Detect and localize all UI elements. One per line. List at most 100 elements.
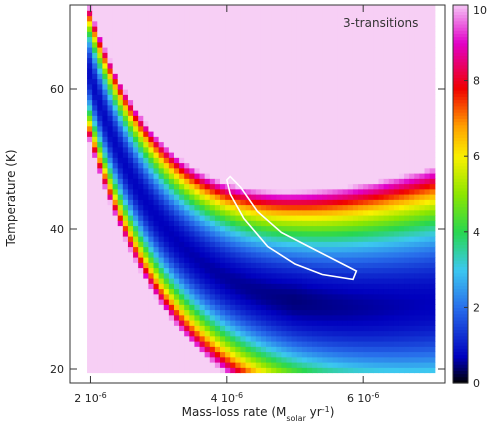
heatmap-cell [404, 209, 410, 216]
heatmap-cell [414, 257, 421, 263]
heatmap-cell [179, 188, 185, 195]
heatmap-cell [127, 220, 134, 227]
heatmap-cell [225, 78, 231, 85]
heatmap-cell [245, 341, 252, 347]
heatmap-cell [429, 320, 436, 326]
heatmap-cell [388, 26, 395, 32]
heatmap-cell [209, 162, 216, 169]
heatmap-cell [388, 304, 395, 311]
heatmap-cell [276, 41, 282, 48]
heatmap-cell [179, 351, 185, 358]
heatmap-cell [189, 183, 196, 190]
heatmap-cell [179, 152, 185, 158]
heatmap-cell [168, 188, 175, 195]
heatmap-cell [291, 47, 298, 53]
heatmap-cell [296, 62, 303, 69]
heatmap-cell [322, 299, 328, 305]
heatmap-cell [133, 330, 139, 337]
colorbar-segment [453, 137, 468, 142]
heatmap-cell [250, 341, 257, 347]
heatmap-cell [220, 267, 226, 274]
heatmap-cell [383, 267, 390, 274]
heatmap-cell [194, 83, 201, 90]
heatmap-cell [245, 146, 252, 153]
heatmap-cell [220, 52, 226, 59]
heatmap-cell [378, 304, 385, 311]
heatmap-cell [173, 131, 180, 137]
heatmap-cell [230, 194, 236, 200]
heatmap-cell [225, 41, 231, 48]
heatmap-cell [148, 115, 155, 122]
heatmap-cell [92, 257, 98, 263]
heatmap-cell [322, 110, 328, 116]
heatmap-cell [209, 146, 216, 153]
heatmap-cell [368, 110, 375, 116]
heatmap-cell [260, 173, 267, 179]
heatmap-cell [363, 10, 369, 17]
colorbar-segment [453, 348, 468, 353]
heatmap-cell [286, 236, 293, 242]
heatmap-cell [230, 209, 236, 216]
heatmap-cell [107, 335, 114, 342]
heatmap-cell [409, 152, 415, 158]
heatmap-cell [199, 141, 206, 148]
heatmap-cell [378, 31, 385, 38]
heatmap-cell [235, 246, 242, 253]
heatmap-cell [347, 157, 354, 164]
heatmap-cell [250, 356, 257, 363]
heatmap-cell [332, 78, 339, 85]
heatmap-cell [373, 367, 380, 374]
heatmap-cell [179, 241, 185, 248]
heatmap-cell [158, 204, 165, 211]
heatmap-cell [112, 183, 119, 190]
heatmap-cell [204, 278, 211, 284]
heatmap-cell [107, 162, 114, 169]
heatmap-cell [122, 220, 129, 227]
heatmap-cell [92, 325, 98, 332]
heatmap-cell [291, 162, 298, 169]
heatmap-cell [271, 356, 277, 363]
heatmap-cell [240, 183, 247, 190]
heatmap-cell [260, 267, 267, 274]
heatmap-cell [87, 10, 93, 17]
heatmap-cell [327, 335, 334, 342]
heatmap-cell [383, 299, 390, 305]
heatmap-cell [327, 136, 334, 143]
heatmap-cell [97, 173, 103, 179]
heatmap-cell [281, 236, 288, 242]
heatmap-cell [158, 346, 165, 353]
heatmap-cell [322, 20, 328, 27]
heatmap-cell [317, 209, 323, 216]
heatmap-cell [312, 20, 318, 27]
heatmap-cell [209, 288, 216, 295]
colorbar-segment [453, 124, 468, 129]
heatmap-cell [102, 15, 109, 22]
heatmap-cell [148, 257, 155, 263]
heatmap-cell [322, 94, 328, 101]
colorbar-segment [453, 373, 468, 378]
heatmap-cell [225, 304, 231, 311]
heatmap-cell [87, 78, 93, 85]
heatmap-cell [378, 236, 385, 242]
heatmap-cell [199, 167, 206, 174]
heatmap-cell [122, 299, 129, 305]
heatmap-cell [368, 31, 375, 38]
heatmap-cell [276, 62, 282, 69]
heatmap-cell [266, 330, 272, 337]
heatmap-cell [92, 346, 98, 353]
heatmap-cell [117, 215, 124, 221]
heatmap-cell [332, 246, 339, 253]
heatmap-cell [266, 199, 272, 206]
heatmap-cell [317, 251, 323, 258]
heatmap-cell [235, 320, 242, 326]
heatmap-cell [127, 47, 134, 53]
heatmap-cell [271, 104, 277, 111]
heatmap-cell [378, 246, 385, 253]
colorbar-segment [453, 102, 468, 107]
heatmap-cell [322, 288, 328, 295]
heatmap-cell [189, 162, 196, 169]
heatmap-cell [225, 36, 231, 43]
heatmap-cell [301, 73, 308, 80]
heatmap-cell [414, 31, 421, 38]
heatmap-cell [214, 278, 221, 284]
